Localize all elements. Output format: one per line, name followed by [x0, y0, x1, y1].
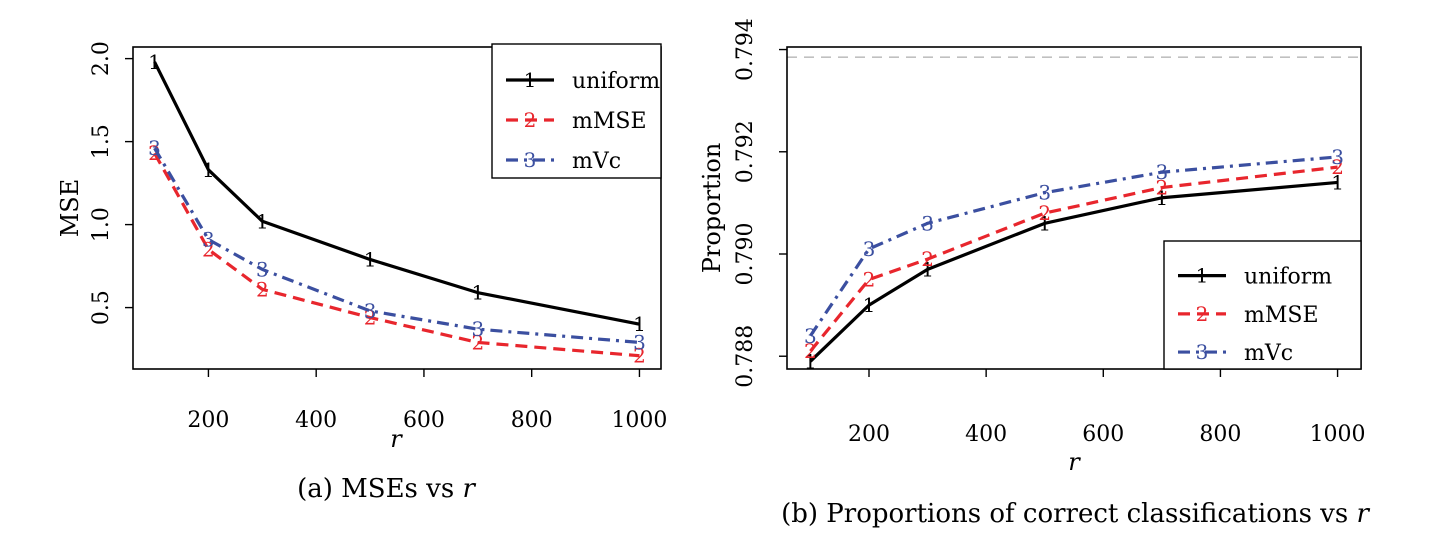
x-tick-label: 800 [511, 408, 553, 433]
legend-box [1163, 240, 1362, 370]
x-axis-label: r [1068, 448, 1081, 476]
y-tick-label: 0.5 [89, 290, 114, 325]
data-point-mvc: 3 [471, 317, 484, 341]
data-point-mvc: 3 [364, 299, 377, 323]
data-point-uniform: 1 [364, 247, 377, 271]
data-point-mmse: 2 [804, 339, 817, 363]
chart-caption: (b) Proportions of correct classificatio… [781, 499, 1370, 529]
caption-variable: r [462, 474, 476, 504]
x-tick-label: 800 [1199, 422, 1241, 447]
x-axis-label: r [390, 425, 403, 453]
legend-label: mVc [1244, 341, 1293, 366]
data-point-mmse: 2 [202, 237, 215, 261]
data-point-mvc: 3 [863, 237, 876, 261]
plot-frame [786, 46, 1362, 370]
data-point-mvc: 3 [921, 211, 934, 235]
caption-text: (b) Proportions of correct classificatio… [781, 499, 1356, 529]
series-line-mmse [809, 165, 1338, 353]
series-line-mmse [153, 152, 640, 358]
y-tick-label: 1.5 [89, 124, 114, 159]
data-point-mmse: 2 [1038, 201, 1051, 225]
series-line-uniform [153, 61, 640, 326]
data-point-mmse: 2 [921, 247, 934, 271]
data-point-mmse: 2 [471, 330, 484, 354]
caption-variable: r [1356, 499, 1370, 529]
y-axis-label: Proportion [698, 143, 726, 274]
data-point-uniform: 1 [1331, 170, 1344, 194]
data-point-uniform: 1 [1155, 186, 1168, 210]
data-point-uniform: 1 [256, 209, 269, 233]
data-point-mvc: 3 [633, 330, 646, 354]
data-point-uniform: 1 [148, 50, 161, 74]
data-point-uniform: 1 [921, 257, 934, 281]
legend-marker: 2 [524, 108, 537, 132]
legend-label: uniform [572, 69, 660, 94]
legend-marker: 3 [1196, 340, 1209, 364]
legend: 1 uniform 2 mMSE 3 mVc [1163, 240, 1362, 370]
legend-box [491, 43, 662, 179]
data-point-mmse: 2 [633, 344, 646, 368]
data-point-mvc: 3 [148, 136, 161, 160]
data-point-uniform: 1 [633, 312, 646, 336]
data-point-uniform: 1 [804, 349, 817, 373]
data-point-mmse: 2 [256, 277, 269, 301]
y-tick-label: 2.0 [89, 41, 114, 76]
legend-marker: 3 [524, 148, 537, 172]
legend-item-mvc: 3 mVc [1178, 340, 1293, 366]
legend-label: mVc [572, 149, 621, 174]
legend-label: mMSE [1244, 303, 1319, 328]
x-tick-label: 400 [965, 422, 1007, 447]
y-tick-label: 0.792 [733, 120, 758, 183]
plot-frame [132, 46, 662, 370]
data-point-mvc: 3 [1155, 160, 1168, 184]
legend-label: mMSE [572, 109, 647, 134]
legend: 1 uniform 2 mMSE 3 mVc [491, 43, 662, 179]
x-tick-label: 400 [295, 408, 337, 433]
y-tick-label: 0.790 [733, 223, 758, 286]
y-tick-label: 0.794 [733, 18, 758, 81]
caption-text: (a) MSEs vs [297, 474, 462, 504]
data-point-mmse: 2 [863, 268, 876, 292]
x-tick-label: 200 [187, 408, 229, 433]
chart-caption: (a) MSEs vs r [297, 474, 476, 504]
x-tick-label: 1000 [1310, 422, 1366, 447]
y-tick-label: 0.788 [733, 325, 758, 388]
legend-item-mmse: 2 mMSE [1178, 302, 1319, 328]
panel-a-mse-chart: 200 400 600 800 10000.51.01.52.0MSEr11111122… [56, 41, 667, 504]
y-axis-label: MSE [56, 179, 84, 238]
legend-item-mvc: 3 mVc [506, 148, 621, 174]
data-point-mmse: 2 [148, 141, 161, 165]
data-point-uniform: 1 [1038, 211, 1051, 235]
y-tick-label: 1.0 [89, 207, 114, 242]
legend-item-uniform: 1 uniform [1178, 264, 1332, 290]
data-point-mvc: 3 [1038, 181, 1051, 205]
data-point-uniform: 1 [202, 158, 215, 182]
data-point-mvc: 3 [804, 324, 817, 348]
legend-label: uniform [1244, 265, 1332, 290]
legend-marker: 1 [1196, 264, 1209, 288]
x-tick-label: 1000 [611, 408, 667, 433]
x-tick-label: 600 [403, 408, 445, 433]
data-point-uniform: 1 [863, 293, 876, 317]
legend-marker: 1 [524, 68, 537, 92]
data-point-mvc: 3 [1331, 145, 1344, 169]
legend-item-uniform: 1 uniform [506, 68, 660, 94]
x-tick-label: 200 [848, 422, 890, 447]
data-point-mvc: 3 [202, 228, 215, 252]
data-point-mvc: 3 [256, 257, 269, 281]
data-point-mmse: 2 [364, 306, 377, 330]
data-point-mmse: 2 [1155, 176, 1168, 200]
data-point-uniform: 1 [471, 281, 484, 305]
series-line-uniform [809, 180, 1338, 363]
legend-marker: 2 [1196, 302, 1209, 326]
series-line-mvc [809, 155, 1338, 337]
panel-b-proportion-chart: 200 400 600 800 1000 0.788 0.790 0.792 0.794 Prop… [698, 18, 1370, 529]
x-tick-label: 600 [1082, 422, 1124, 447]
legend-item-mmse: 2 mMSE [506, 108, 647, 134]
data-point-mmse: 2 [1331, 155, 1344, 179]
series-line-mvc [153, 147, 640, 345]
